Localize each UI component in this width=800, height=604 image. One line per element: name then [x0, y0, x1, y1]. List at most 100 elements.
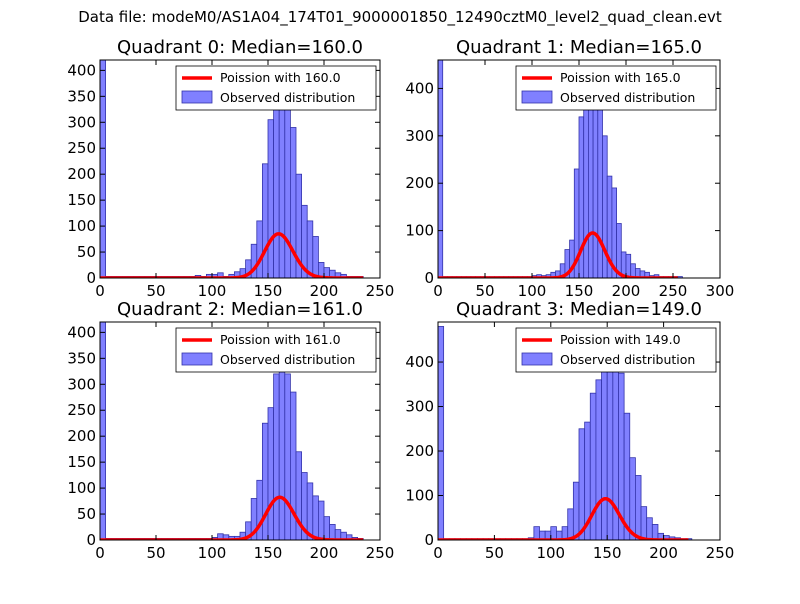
y-tick-label: 250: [67, 401, 96, 419]
panel-title: Quadrant 1: Median=165.0: [456, 37, 702, 58]
legend-label-observed: Observed distribution: [220, 352, 355, 367]
y-tick-label: 300: [405, 127, 434, 145]
axes-frame: [99, 321, 381, 541]
histogram-bar: [635, 475, 642, 540]
y-tick-label: 0: [86, 269, 96, 287]
legend-label-observed: Observed distribution: [220, 90, 355, 105]
histogram-bar: [312, 495, 319, 540]
y-tick-label: 200: [67, 427, 96, 445]
y-tick-label: 0: [424, 269, 434, 287]
panel-quadrant-2: 0 50 100 150 200 250 0 50 100 150 200 250 300 350 400 Q…: [67, 299, 394, 562]
x-tick-label: 0: [433, 282, 443, 300]
x-tick-label: 200: [649, 544, 678, 562]
x-tick-label: 150: [593, 544, 622, 562]
y-tick-label: 350: [67, 349, 96, 367]
x-tick-label: 250: [706, 544, 735, 562]
legend-label-poisson: Poission with 160.0: [220, 70, 341, 85]
legend-bar-swatch: [521, 90, 553, 104]
histogram-bar: [312, 236, 319, 278]
histogram-bar: [588, 88, 594, 278]
histogram-bar: [651, 524, 659, 540]
histogram-bar: [100, 60, 106, 278]
x-tick-label: 50: [485, 544, 504, 562]
histogram-bar: [550, 526, 557, 540]
y-tick-label: 0: [424, 531, 434, 549]
y-tick-label: 50: [77, 505, 96, 523]
y-tick-label: 400: [405, 79, 434, 97]
histogram-bar: [646, 517, 653, 540]
legend-bar-swatch: [521, 352, 553, 366]
histogram-bar: [306, 220, 314, 278]
histogram-bar: [256, 220, 263, 278]
y-tick-label: 150: [67, 191, 96, 209]
histogram-bar: [567, 508, 574, 540]
histogram-bar: [267, 407, 274, 540]
x-tick-label: 150: [565, 282, 594, 300]
y-tick-label: 100: [405, 222, 434, 240]
y-tick-label: 250: [67, 139, 96, 157]
histogram-bar: [578, 428, 586, 540]
y-tick-label: 100: [67, 217, 96, 235]
legend: Poission with 160.0 Observed distribution: [175, 65, 377, 111]
y-tick-label: 200: [67, 165, 96, 183]
histogram-bar: [256, 479, 263, 540]
plot-area: [438, 326, 693, 540]
x-tick-label: 0: [433, 544, 443, 562]
panel-title: Quadrant 0: Median=160.0: [117, 37, 363, 58]
y-tick-label: 200: [405, 442, 434, 460]
axes-frame: [99, 59, 381, 279]
x-tick-label: 100: [198, 544, 227, 562]
y-tick-label: 400: [67, 61, 96, 79]
legend-label-poisson: Poission with 161.0: [220, 332, 341, 347]
x-tick-label: 250: [366, 544, 395, 562]
y-tick-label: 50: [77, 243, 96, 261]
histogram-bar: [317, 500, 325, 540]
panel-quadrant-3: 0 50 100 150 200 250 0 100 200 300 400 Quadrant 3: …: [405, 299, 734, 562]
x-tick-label: 150: [254, 282, 283, 300]
legend: Poission with 165.0 Observed distribution: [515, 65, 717, 111]
histogram-bar: [616, 223, 622, 278]
y-tick-label: 100: [67, 479, 96, 497]
y-tick-label: 300: [405, 398, 434, 416]
legend: Poission with 149.0 Observed distribution: [515, 327, 717, 373]
panel-title: Quadrant 2: Median=161.0: [117, 299, 363, 320]
x-tick-label: 100: [536, 544, 565, 562]
legend-bar-swatch: [181, 352, 213, 366]
histogram-bar: [284, 108, 291, 278]
histogram-bar: [100, 322, 106, 540]
panel-title: Quadrant 3: Median=149.0: [456, 299, 702, 320]
histogram-bar: [284, 373, 291, 540]
histogram-bar: [438, 60, 444, 278]
histogram-bar: [601, 343, 608, 540]
y-tick-label: 300: [67, 113, 96, 131]
x-tick-label: 300: [706, 282, 735, 300]
histogram-bar: [595, 379, 602, 540]
x-tick-label: 50: [146, 544, 165, 562]
x-tick-label: 200: [310, 544, 339, 562]
panel-quadrant-1: 0 50 100 150 200 250 300 0 100 200 300 400 Quadrant …: [405, 37, 734, 300]
y-tick-label: 300: [67, 375, 96, 393]
y-tick-label: 200: [405, 174, 434, 192]
histogram-bar: [572, 481, 580, 540]
legend-label-observed: Observed distribution: [560, 90, 695, 105]
histogram-bar: [261, 422, 269, 540]
histogram-bar: [323, 516, 330, 540]
x-tick-label: 50: [146, 282, 165, 300]
histogram-bar: [597, 102, 603, 278]
y-tick-label: 400: [405, 353, 434, 371]
histogram-bar: [329, 524, 336, 540]
x-tick-label: 0: [95, 544, 105, 562]
y-tick-label: 350: [67, 87, 96, 105]
histogram-bar: [533, 526, 540, 540]
histogram-bar: [640, 506, 648, 540]
legend-bar-swatch: [181, 90, 213, 104]
x-tick-label: 100: [198, 282, 227, 300]
x-tick-label: 0: [95, 282, 105, 300]
x-tick-label: 50: [475, 282, 494, 300]
x-tick-label: 150: [254, 544, 283, 562]
legend: Poission with 161.0 Observed distribution: [175, 327, 377, 373]
legend-label-observed: Observed distribution: [560, 352, 695, 367]
histogram-bar: [629, 457, 636, 540]
